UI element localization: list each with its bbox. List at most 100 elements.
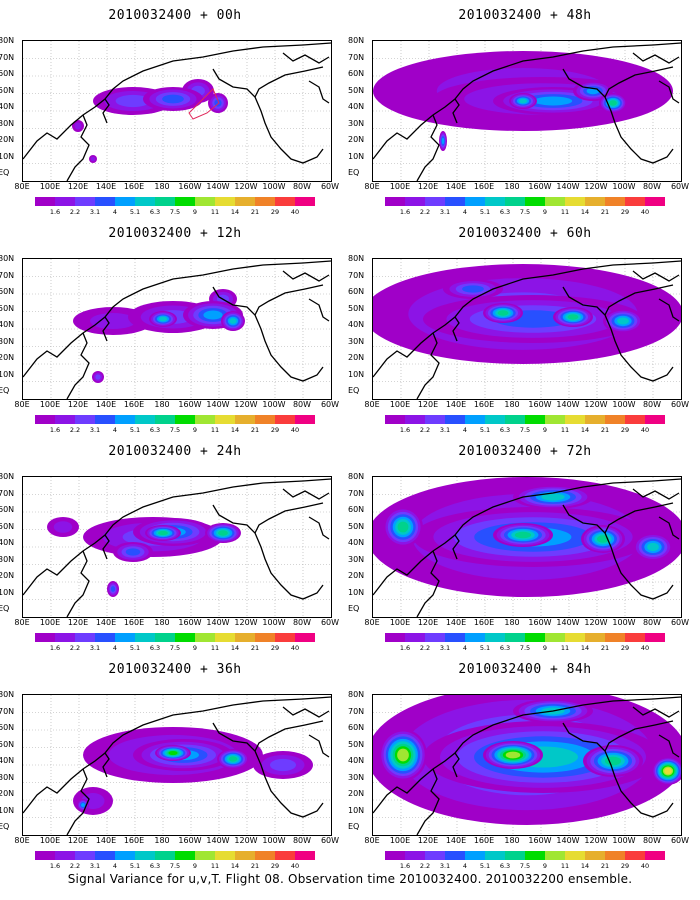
colorbar bbox=[385, 197, 665, 206]
coastline bbox=[282, 270, 330, 282]
colorbar-label: 40 bbox=[290, 208, 300, 216]
variance-contour bbox=[397, 748, 409, 762]
colorbar-label: 6.3 bbox=[149, 426, 161, 434]
colorbar-swatch bbox=[235, 633, 255, 642]
colorbar-label: 21 bbox=[600, 862, 610, 870]
colorbar-swatch bbox=[645, 197, 665, 206]
colorbar-swatch bbox=[95, 415, 115, 424]
lon-tick-label: 80E bbox=[364, 182, 380, 191]
colorbar-swatch bbox=[565, 851, 585, 860]
colorbar-label: 29 bbox=[270, 644, 280, 652]
colorbar-swatch bbox=[75, 851, 95, 860]
colorbar-label: 4 bbox=[462, 426, 468, 434]
coastline bbox=[66, 768, 90, 835]
panel-title: 2010032400 + 48h bbox=[458, 8, 592, 23]
lon-tick-label: 180 bbox=[504, 400, 520, 409]
colorbar-label: 2.2 bbox=[69, 426, 81, 434]
panel-title: 2010032400 + 12h bbox=[108, 226, 242, 241]
colorbar-swatch bbox=[505, 197, 525, 206]
colorbar-label: 40 bbox=[640, 862, 650, 870]
colorbar-swatch bbox=[425, 415, 445, 424]
map-panel: 2010032400 + 72h 80N 70N 60N 50N 40N 30N 20N 10N… bbox=[348, 436, 700, 658]
colorbar-label: 6.3 bbox=[149, 644, 161, 652]
lat-tick-label: 60N bbox=[0, 723, 15, 732]
colorbar-swatch bbox=[255, 197, 275, 206]
lon-tick-label: 140E bbox=[95, 182, 117, 191]
colorbar-swatch bbox=[155, 633, 175, 642]
colorbar-label: 4 bbox=[112, 644, 118, 652]
variance-contour bbox=[162, 94, 184, 104]
colorbar-label: 9 bbox=[192, 644, 198, 652]
lon-tick-label: 160E bbox=[123, 618, 145, 627]
coastline bbox=[23, 260, 331, 378]
colorbar-label: 21 bbox=[250, 862, 260, 870]
lon-tick-label: 100E bbox=[39, 400, 61, 409]
lon-tick-label: 120E bbox=[67, 618, 89, 627]
lon-tick-label: 80E bbox=[14, 836, 30, 845]
variance-map bbox=[373, 41, 681, 181]
coastline bbox=[308, 298, 330, 322]
colorbar-swatch bbox=[55, 415, 75, 424]
coastline bbox=[604, 284, 674, 316]
colorbar-swatch bbox=[405, 851, 425, 860]
lon-tick-label: 100W bbox=[262, 618, 286, 627]
colorbar-swatch bbox=[115, 415, 135, 424]
colorbar-label: 4 bbox=[462, 862, 468, 870]
colorbar-label: 4 bbox=[112, 208, 118, 216]
colorbar-label: 7.5 bbox=[169, 862, 181, 870]
lon-tick-label: 100W bbox=[262, 836, 286, 845]
colorbar-swatch bbox=[505, 633, 525, 642]
variance-map bbox=[23, 259, 331, 399]
colorbar-swatch bbox=[55, 851, 75, 860]
lat-tick-label: 60N bbox=[348, 287, 365, 296]
panel-title: 2010032400 + 00h bbox=[108, 8, 242, 23]
panel-title: 2010032400 + 84h bbox=[458, 662, 592, 677]
colorbar-label: 29 bbox=[620, 644, 630, 652]
lon-tick-label: 120E bbox=[67, 400, 89, 409]
lat-tick-label: 20N bbox=[348, 571, 365, 580]
map-panel: 2010032400 + 60h 80N 70N 60N 50N 40N 30N 20N 10N… bbox=[348, 218, 700, 440]
colorbar-label: 29 bbox=[620, 426, 630, 434]
map-frame bbox=[372, 476, 682, 618]
colorbar-label: 29 bbox=[270, 208, 280, 216]
lon-tick-label: 160E bbox=[473, 836, 495, 845]
lon-tick-label: 140E bbox=[445, 400, 467, 409]
colorbar-swatch bbox=[585, 415, 605, 424]
colorbar-label: 4 bbox=[112, 426, 118, 434]
lon-tick-label: 60W bbox=[320, 618, 340, 627]
lon-tick-label: 180 bbox=[154, 836, 170, 845]
colorbar-label: 11 bbox=[210, 862, 220, 870]
colorbar-swatch bbox=[445, 197, 465, 206]
colorbar bbox=[385, 415, 665, 424]
coastline bbox=[102, 98, 110, 124]
lon-tick-label: 100E bbox=[389, 400, 411, 409]
lon-tick-label: 80W bbox=[642, 836, 662, 845]
colorbar-label: 3.1 bbox=[89, 644, 101, 652]
colorbar-swatch bbox=[525, 415, 545, 424]
lat-tick-label: 10N bbox=[348, 587, 365, 597]
lat-tick-label: 30N bbox=[0, 554, 15, 564]
colorbar-label: 14 bbox=[580, 644, 590, 652]
colorbar-label: 6.3 bbox=[499, 862, 511, 870]
coastline bbox=[282, 706, 330, 718]
colorbar-swatch bbox=[485, 197, 505, 206]
colorbar-label: 9 bbox=[192, 426, 198, 434]
lon-tick-label: 100E bbox=[39, 836, 61, 845]
panel-title: 2010032400 + 60h bbox=[458, 226, 592, 241]
variance-contour bbox=[518, 98, 528, 104]
coastline bbox=[23, 42, 331, 160]
lon-tick-label: 80E bbox=[14, 618, 30, 627]
colorbar-swatch bbox=[95, 633, 115, 642]
colorbar-swatch bbox=[155, 415, 175, 424]
lat-tick-label: 40N bbox=[348, 320, 365, 329]
lon-tick-label: 100E bbox=[389, 182, 411, 191]
colorbar-swatch bbox=[75, 197, 95, 206]
variance-contour bbox=[90, 312, 136, 330]
colorbar-label: 9 bbox=[542, 208, 548, 216]
coastline bbox=[604, 720, 674, 752]
map-panel: 2010032400 + 84h 80N 70N 60N 50N 40N 30N 20N 10N… bbox=[348, 654, 700, 876]
coastline bbox=[212, 68, 324, 164]
colorbar-swatch bbox=[385, 197, 405, 206]
lon-tick-label: 100W bbox=[612, 182, 636, 191]
coastline bbox=[562, 504, 674, 600]
